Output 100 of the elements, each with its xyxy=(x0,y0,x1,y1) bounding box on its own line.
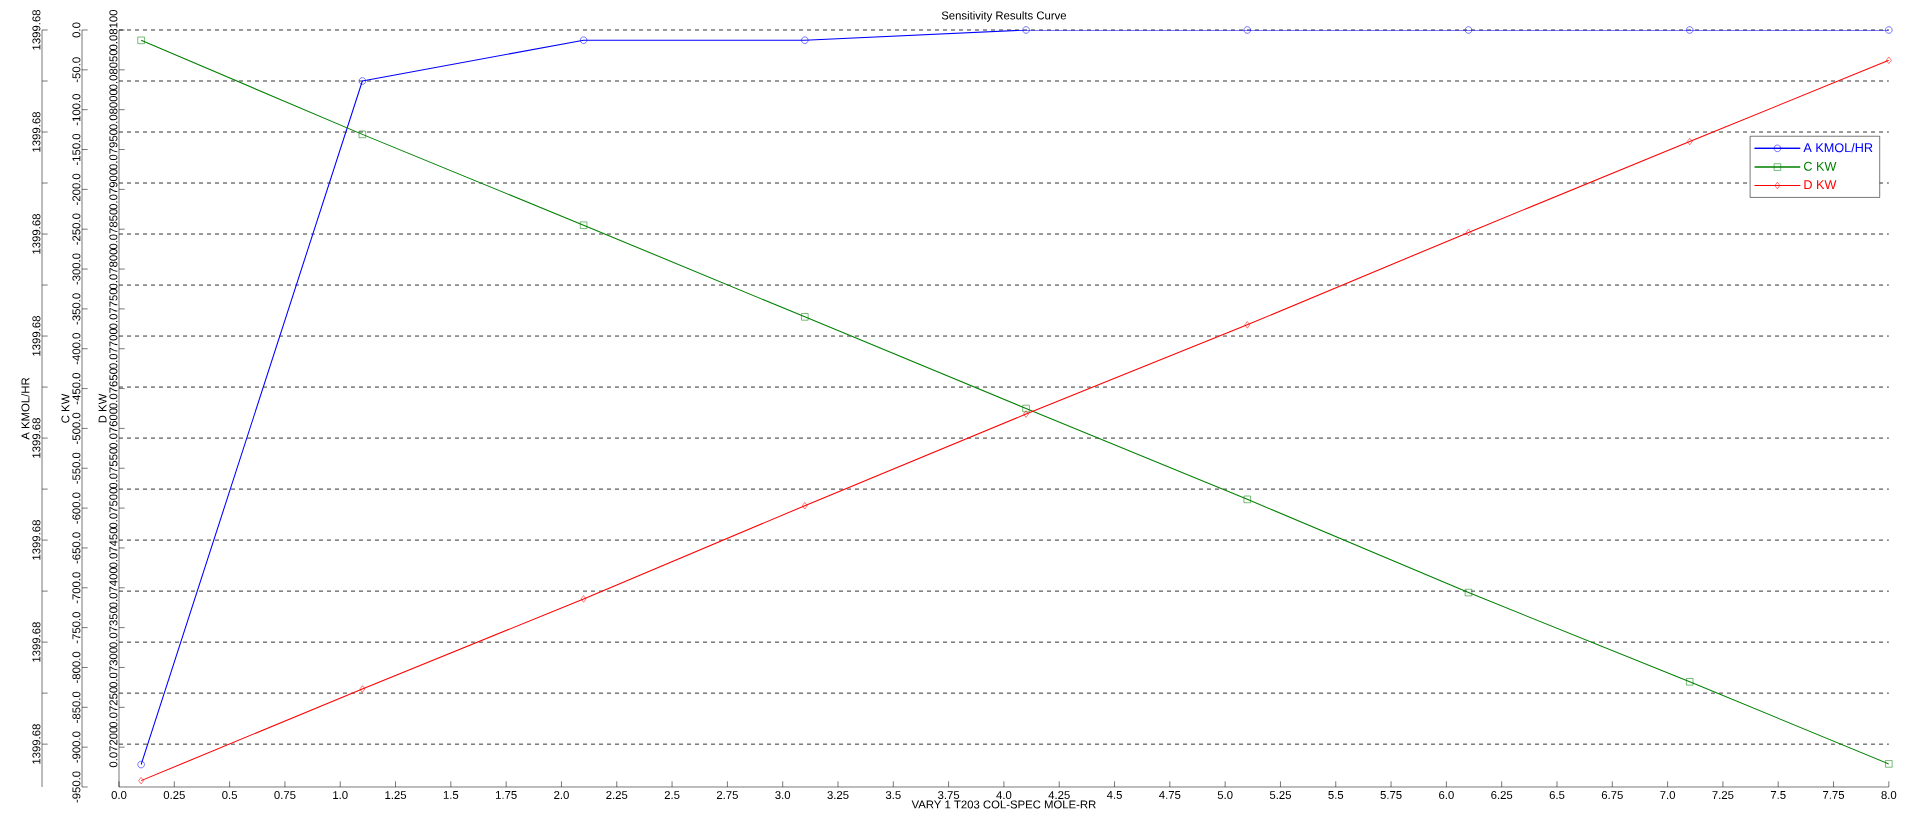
y-tick-label: 1399.68 xyxy=(32,520,41,560)
y3-tick-label: 0.08100 xyxy=(109,9,118,51)
x-tick-label: 3.75 xyxy=(938,791,960,800)
x-tick-label: 1.5 xyxy=(443,791,459,799)
x-tick-label: 4.25 xyxy=(1048,791,1070,800)
y2-tick-label: -400.0 xyxy=(72,333,81,365)
point xyxy=(1464,26,1473,34)
x-axis-title: VARY 1 T203 COL-SPEC MOLE-RR xyxy=(911,800,1096,809)
chart-title: Sensitivity Results Curve xyxy=(941,11,1067,22)
x-tick-label: 7.5 xyxy=(1770,791,1786,799)
y-tick-label: 1399.68 xyxy=(32,10,41,50)
point xyxy=(579,221,588,229)
y3-tick-label: 0.07550 xyxy=(109,448,118,489)
x-tick-label: 4.5 xyxy=(1106,791,1122,799)
y3-tick-label: 0.07750 xyxy=(109,288,118,329)
point xyxy=(358,77,366,85)
y2-tick-label: -350.0 xyxy=(72,293,81,325)
y2-tick-label: -900.0 xyxy=(72,731,81,763)
x-tick-label: 1.0 xyxy=(333,791,348,800)
y3-tick-label: 0.07950 xyxy=(109,129,118,170)
y-tick-label: 1399.68 xyxy=(32,622,41,662)
point xyxy=(137,36,145,44)
x-tick-label: 8.0 xyxy=(1881,791,1897,800)
x-tick-label: 6.25 xyxy=(1491,791,1513,800)
point xyxy=(801,313,809,321)
x-tick-label: 6.0 xyxy=(1439,791,1454,800)
y2-tick-label: -300.0 xyxy=(72,253,81,285)
y-tick-label: 1399.68 xyxy=(32,112,41,152)
point xyxy=(1022,26,1030,34)
y3-tick-label: 0.07600 xyxy=(109,408,118,449)
y2-tick-label: -150.0 xyxy=(72,133,81,166)
point xyxy=(359,685,366,693)
y2-tick-label: 0.0 xyxy=(72,22,81,38)
y2-tick-label: -600.0 xyxy=(72,492,81,524)
y3-tick-label: 0.07900 xyxy=(109,169,118,210)
y-tick-label: 1399.68 xyxy=(32,724,41,764)
y3-tick-label: 0.08050 xyxy=(109,49,118,90)
y2-tick-label: -50.0 xyxy=(72,57,81,83)
y2-tick-label: -750.0 xyxy=(72,612,81,644)
y3-tick-label: 0.07800 xyxy=(109,249,118,290)
x-tick-label: 7.0 xyxy=(1660,791,1676,800)
x-tick-label: 7.25 xyxy=(1712,791,1734,800)
y-axis-title: A KMOL/HR xyxy=(21,377,30,440)
point xyxy=(1023,410,1029,418)
y2-tick-label: -800.0 xyxy=(72,651,81,684)
y3-tick-label: 0.07350 xyxy=(109,607,118,648)
x-tick-label: 5.0 xyxy=(1217,791,1233,800)
y2-tick-label: -850.0 xyxy=(72,691,81,723)
point xyxy=(1686,678,1694,686)
point xyxy=(1885,26,1893,34)
x-tick-label: 0.5 xyxy=(222,791,238,800)
x-tick-label: 6.5 xyxy=(1549,791,1565,800)
x-tick-label: 4.0 xyxy=(996,791,1012,800)
x-tick-label: 4.75 xyxy=(1159,791,1181,799)
point xyxy=(137,760,145,769)
point xyxy=(1885,760,1893,768)
point xyxy=(579,36,588,44)
point xyxy=(358,130,366,138)
y2-tick-label: -700.0 xyxy=(72,572,81,604)
y2-tick-label: -500.0 xyxy=(72,412,81,444)
point xyxy=(1243,495,1251,503)
x-tick-label: 2.5 xyxy=(664,791,680,800)
x-tick-label: 3.0 xyxy=(775,791,791,800)
x-tick-label: 6.75 xyxy=(1601,791,1623,800)
x-tick-label: 7.75 xyxy=(1823,791,1845,799)
x-tick-label: 2.0 xyxy=(554,791,569,800)
x-tick-label: 2.25 xyxy=(606,791,628,800)
point xyxy=(801,36,809,44)
y3-tick-label: 0.08000 xyxy=(109,89,118,130)
point xyxy=(1243,26,1251,34)
y3-tick-label: 0.07700 xyxy=(109,328,118,369)
y2-tick-label: -250.0 xyxy=(72,213,81,245)
x-tick-label: 5.25 xyxy=(1269,791,1292,800)
y2-tick-label: -650.0 xyxy=(72,532,81,564)
x-tick-label: 3.25 xyxy=(827,791,849,800)
point xyxy=(1464,588,1473,597)
point xyxy=(1686,137,1693,146)
y3-tick-label: 0.07850 xyxy=(109,209,118,250)
legend-label: A KMOL/HR xyxy=(1803,142,1873,153)
point xyxy=(580,595,587,603)
y2-tick-label: -950.0 xyxy=(72,771,81,803)
y3-axis-title: D KW xyxy=(98,393,107,423)
x-tick-label: 5.5 xyxy=(1328,791,1344,799)
y2-axis-title: C KW xyxy=(61,393,70,423)
y2-tick-label: -550.0 xyxy=(72,452,81,484)
y3-tick-label: 0.07400 xyxy=(109,567,118,608)
y3-tick-label: 0.07250 xyxy=(109,687,118,728)
y3-tick-label: 0.07650 xyxy=(109,368,118,409)
x-tick-label: 0.75 xyxy=(274,791,296,800)
y-tick-label: 1399.68 xyxy=(32,214,41,254)
y3-tick-label: 0.07450 xyxy=(109,527,118,568)
y-tick-label: 1399.68 xyxy=(32,418,41,458)
point xyxy=(1022,404,1030,413)
point xyxy=(1465,228,1472,236)
point xyxy=(138,777,144,785)
x-tick-label: 0.25 xyxy=(163,791,185,800)
legend-label: D KW xyxy=(1804,180,1837,190)
y3-tick-label: 0.07200 xyxy=(109,727,118,768)
point xyxy=(1244,321,1251,329)
y3-tick-label: 0.07300 xyxy=(109,647,118,688)
